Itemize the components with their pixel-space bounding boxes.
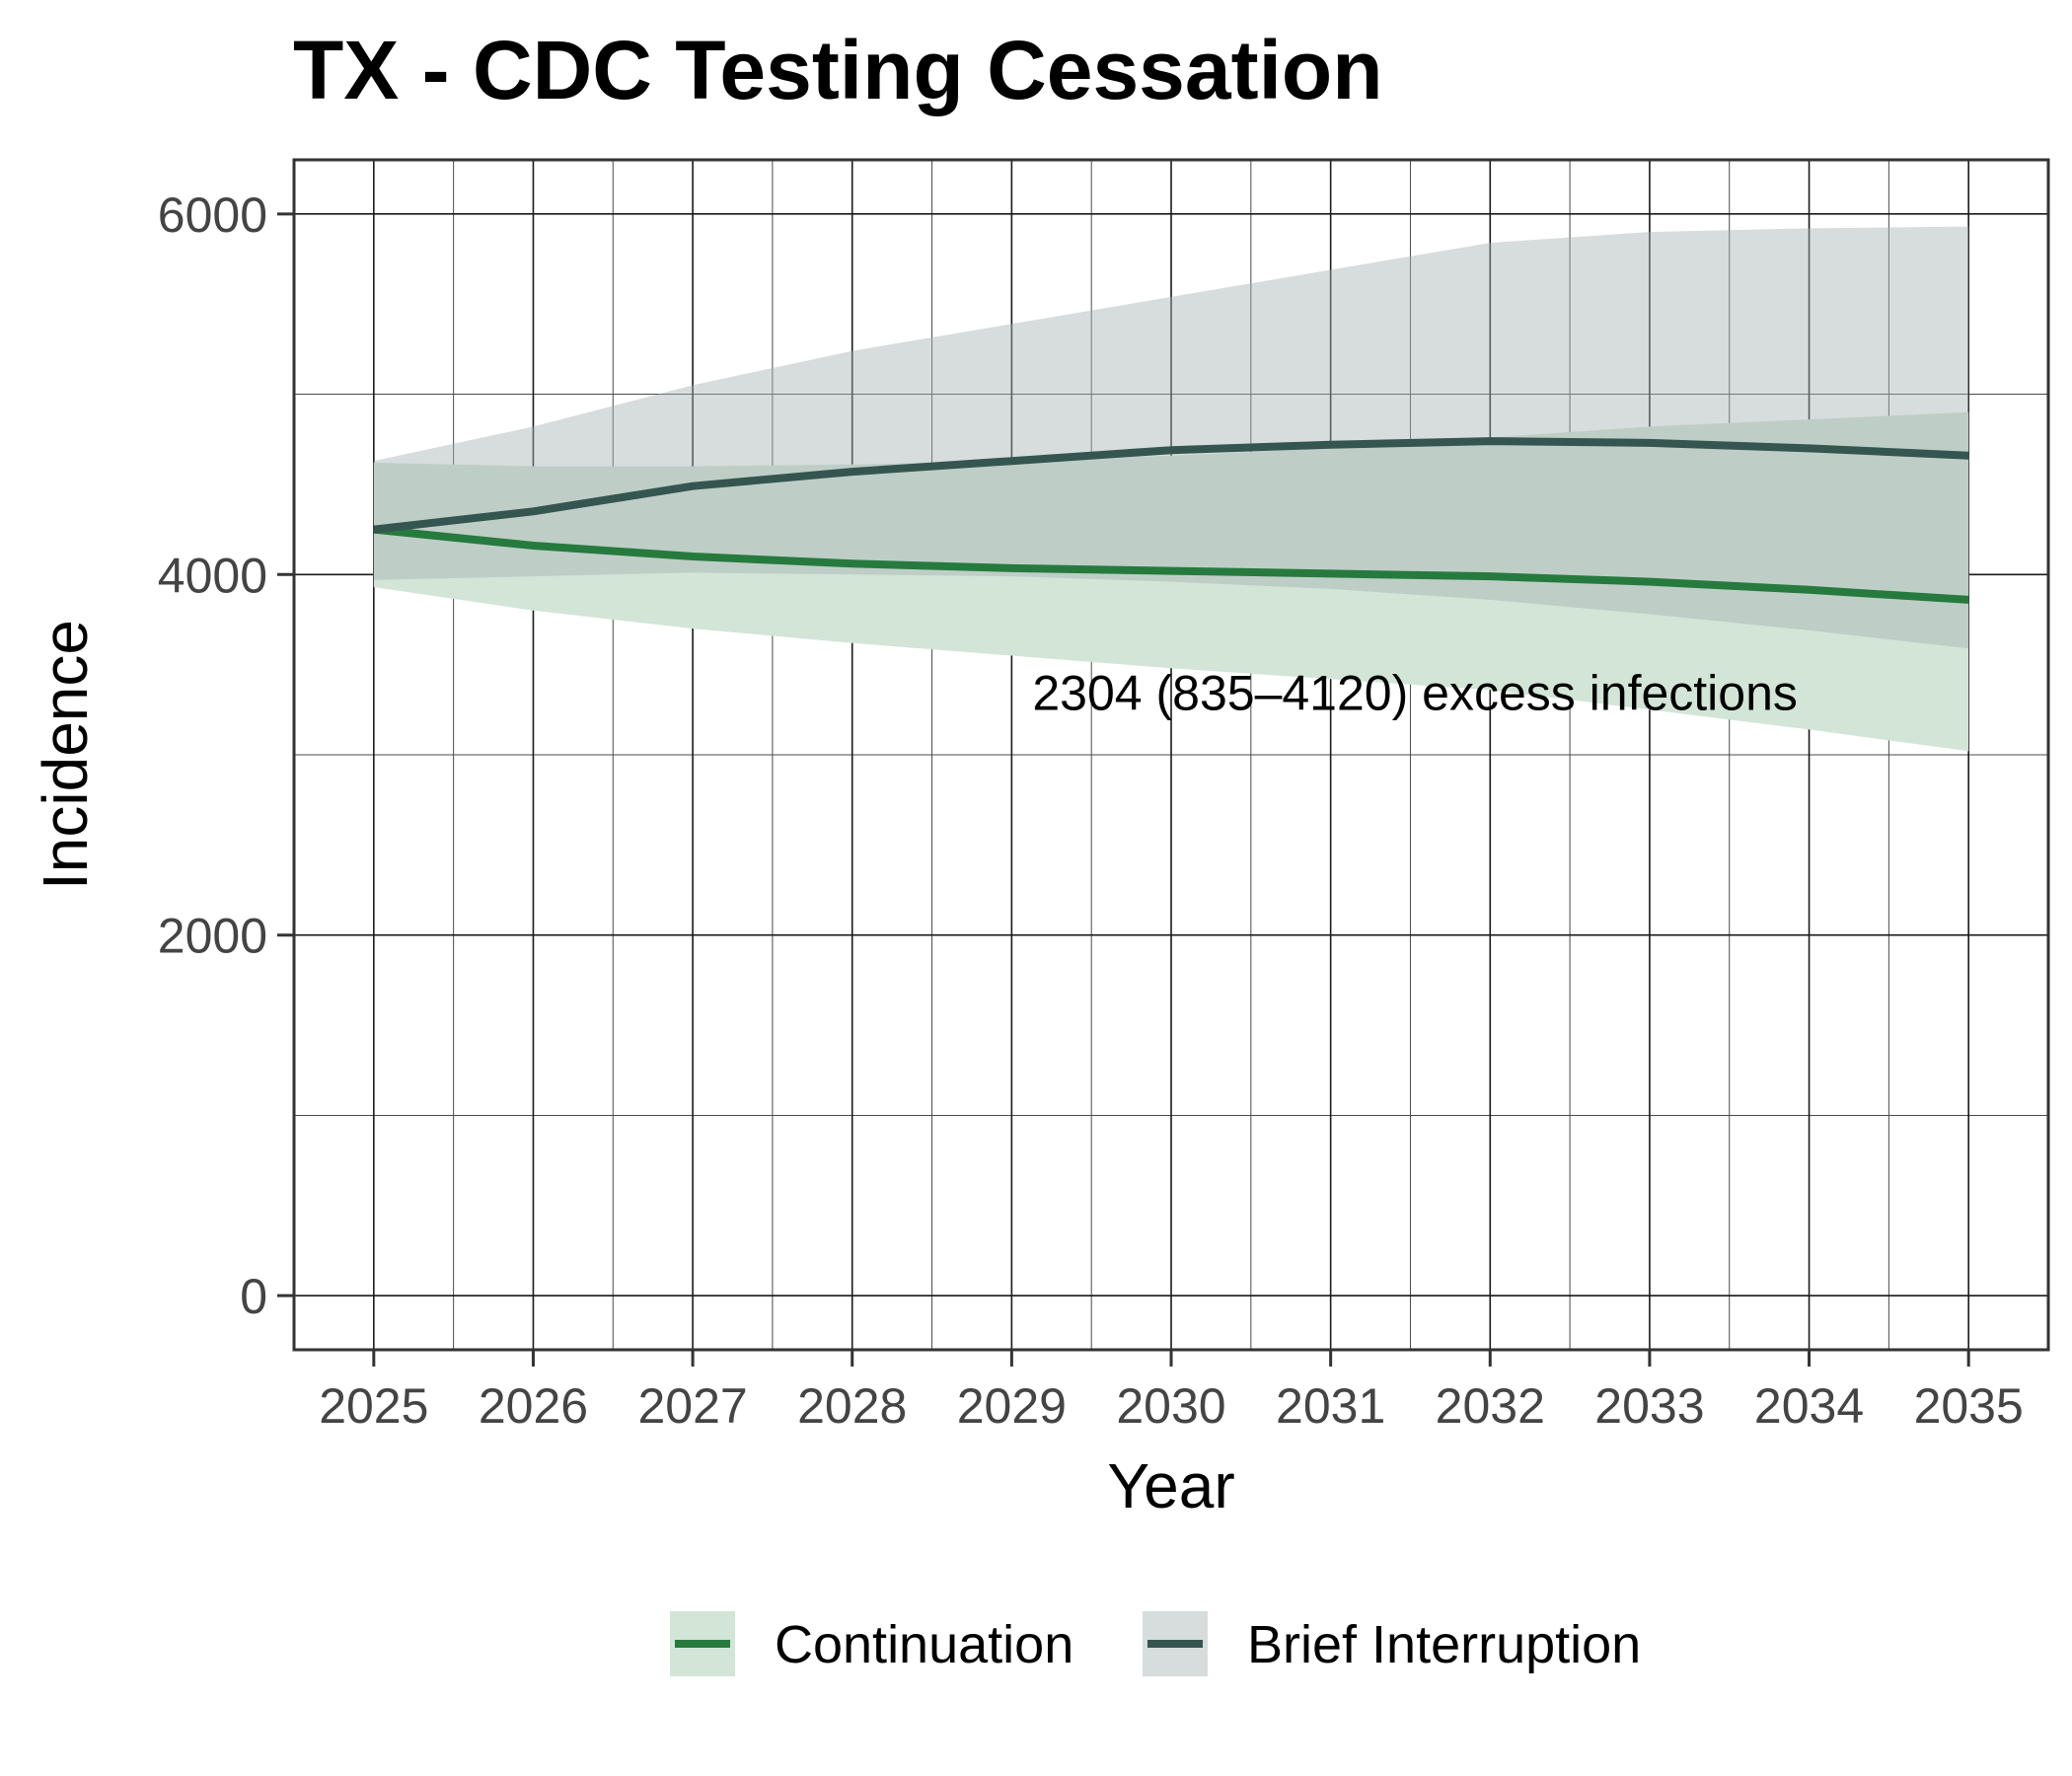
x-tick-label: 2034 bbox=[1754, 1378, 1864, 1434]
x-tick-label: 2025 bbox=[319, 1378, 428, 1434]
x-tick-label: 2030 bbox=[1116, 1378, 1225, 1434]
x-tick-label: 2033 bbox=[1594, 1378, 1704, 1434]
legend-label-brief-interruption: Brief Interruption bbox=[1247, 1615, 1641, 1674]
x-tick-label: 2031 bbox=[1276, 1378, 1385, 1434]
line-brief-interruption bbox=[373, 437, 1969, 534]
y-axis: 0 2000 4000 6000 bbox=[158, 187, 294, 1324]
x-tick-label: 2029 bbox=[957, 1378, 1067, 1434]
x-tick-label: 2026 bbox=[479, 1378, 588, 1434]
y-tick-label: 4000 bbox=[158, 548, 267, 603]
legend-label-continuation: Continuation bbox=[775, 1615, 1073, 1674]
y-tick-label: 0 bbox=[240, 1269, 267, 1324]
x-tick-label: 2032 bbox=[1436, 1378, 1545, 1434]
x-tick-label: 2035 bbox=[1914, 1378, 2024, 1434]
excess-infections-annotation: 2304 (835–4120) excess infections bbox=[1032, 665, 1798, 720]
confidence-bands bbox=[373, 226, 1969, 752]
chart-title: TX - CDC Testing Cessation bbox=[293, 24, 1383, 116]
y-axis-title: Incidence bbox=[30, 620, 101, 890]
legend: Continuation Brief Interruption bbox=[670, 1611, 1641, 1676]
line-continuation bbox=[373, 525, 1969, 604]
band-brief-interruption bbox=[373, 226, 1969, 649]
x-tick-label: 2027 bbox=[637, 1378, 747, 1434]
y-tick-label: 6000 bbox=[158, 187, 267, 243]
band-continuation bbox=[373, 411, 1969, 752]
y-tick-label: 2000 bbox=[158, 909, 267, 964]
x-axis: 2025 2026 2027 2028 2029 2030 2031 2032 2033 2034… bbox=[319, 1350, 2024, 1434]
series-lines bbox=[373, 437, 1969, 604]
x-axis-title: Year bbox=[1107, 1450, 1234, 1521]
x-tick-label: 2028 bbox=[797, 1378, 907, 1434]
